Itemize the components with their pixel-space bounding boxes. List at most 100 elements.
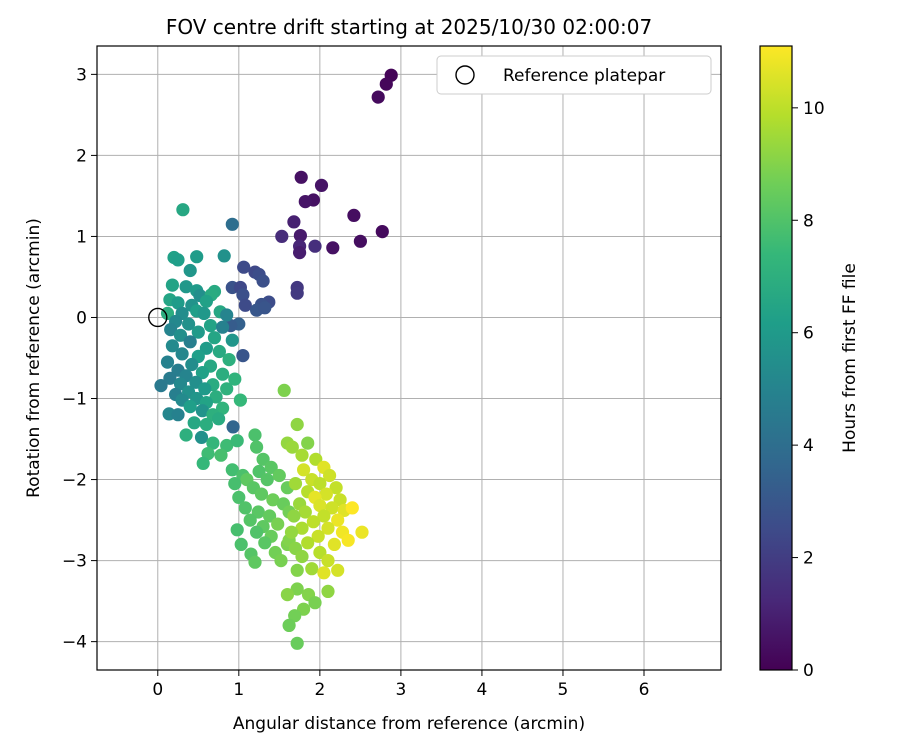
y-tick-label: 2 [76, 146, 87, 166]
data-point [288, 609, 302, 623]
data-point [163, 371, 177, 385]
data-point [175, 347, 189, 361]
data-point [277, 383, 291, 397]
data-point [160, 306, 175, 320]
colorbar-tick-label: 4 [803, 436, 814, 456]
data-point [183, 400, 197, 414]
data-point [329, 481, 343, 495]
data-point [251, 505, 265, 519]
data-point [194, 430, 209, 444]
data-point [225, 333, 239, 347]
data-point [212, 344, 226, 359]
data-point [165, 339, 179, 353]
data-point [206, 436, 220, 450]
data-point [306, 515, 320, 529]
y-tick-label: 0 [76, 308, 87, 328]
data-point [214, 448, 228, 462]
data-point [238, 501, 252, 515]
data-point [301, 436, 315, 450]
y-axis-ticks: −4 −3 −2 −1 0 1 2 3 [62, 65, 97, 653]
legend: Reference platepar [436, 55, 712, 95]
data-point [293, 246, 307, 260]
data-point [319, 487, 333, 501]
chart-title: FOV centre drift starting at 2025/10/30 … [166, 15, 652, 39]
y-tick-label: −2 [62, 471, 87, 491]
data-point [220, 382, 234, 396]
data-point [196, 456, 210, 470]
data-point [160, 355, 175, 369]
data-point [266, 493, 280, 507]
x-tick-label: 2 [314, 680, 325, 700]
data-point [317, 509, 331, 523]
data-point [271, 517, 285, 531]
data-point [294, 170, 308, 184]
data-point [313, 545, 327, 560]
colorbar-label: Hours from first FF file [840, 263, 860, 453]
data-point [301, 536, 315, 550]
data-point [171, 296, 185, 310]
data-point [198, 382, 212, 396]
data-point [230, 523, 244, 537]
data-point [321, 521, 335, 535]
data-point [305, 562, 319, 576]
data-point [308, 596, 322, 610]
data-point [182, 317, 196, 331]
data-point [212, 412, 226, 426]
data-point [176, 203, 190, 217]
data-point [309, 452, 323, 466]
data-point [232, 490, 246, 504]
y-tick-label: 3 [76, 65, 87, 85]
data-point [252, 464, 266, 479]
data-point [331, 513, 345, 527]
legend-reference-marker [455, 65, 475, 85]
data-point [258, 536, 272, 550]
data-point [260, 473, 274, 487]
data-point [230, 434, 244, 448]
data-point [164, 323, 178, 337]
data-point [236, 349, 250, 363]
data-point [298, 195, 312, 209]
data-point [236, 288, 250, 302]
data-point [254, 487, 269, 501]
data-point [173, 328, 188, 342]
data-point [197, 306, 211, 320]
data-point [353, 234, 367, 248]
data-point [191, 325, 205, 339]
data-point [256, 274, 270, 288]
colorbar-tick-label: 0 [803, 661, 814, 681]
data-point [290, 582, 304, 596]
y-tick-label: −3 [62, 552, 87, 572]
data-point [290, 417, 304, 432]
data-point [345, 501, 359, 515]
data-point [187, 416, 201, 430]
data-point [165, 278, 179, 292]
x-tick-label: 3 [395, 680, 406, 700]
data-point [355, 525, 369, 539]
colorbar [759, 45, 793, 671]
data-point [248, 428, 262, 442]
data-point [173, 377, 188, 391]
data-point [225, 217, 239, 231]
data-point [237, 260, 251, 274]
data-point [250, 440, 264, 454]
colorbar-tick-label: 8 [803, 211, 814, 231]
data-point [280, 588, 294, 602]
data-point [272, 468, 286, 483]
data-point [248, 555, 262, 569]
data-point [234, 537, 248, 552]
legend-label: Reference platepar [503, 66, 665, 86]
data-point [216, 320, 230, 334]
data-point [228, 477, 242, 491]
data-point [185, 357, 199, 372]
data-point [216, 401, 230, 415]
data-point [313, 498, 327, 513]
x-tick-label: 4 [477, 680, 488, 700]
data-point [371, 90, 385, 104]
colorbar-ticks: 0 2 4 6 8 10 [792, 99, 825, 681]
data-point [287, 215, 301, 229]
data-point [293, 229, 307, 243]
data-point [228, 372, 242, 386]
data-point [179, 280, 193, 294]
data-point [317, 566, 331, 580]
